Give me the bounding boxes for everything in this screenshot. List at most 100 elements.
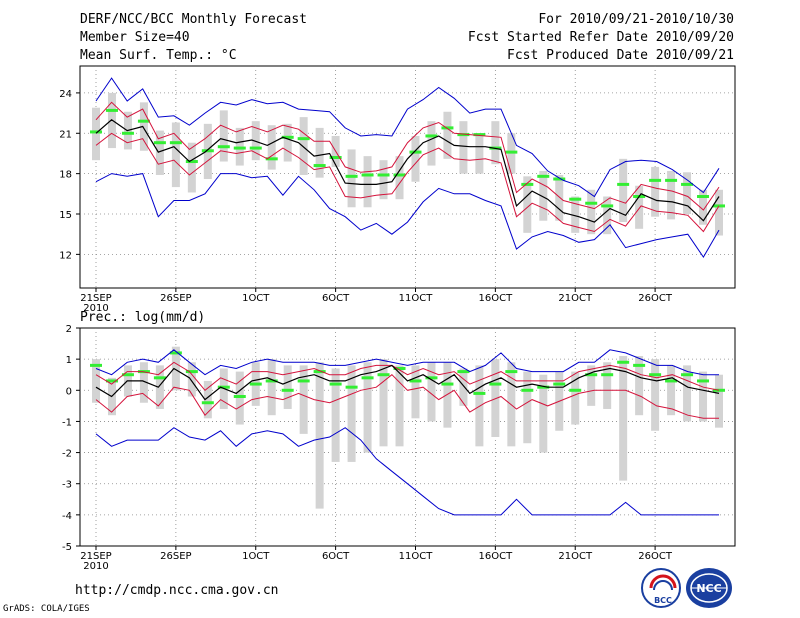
y-tick-label: 24: [59, 89, 72, 100]
spread-box: [379, 160, 388, 200]
spread-box: [587, 365, 596, 406]
median-marker: [105, 108, 118, 112]
median-marker: [329, 382, 342, 386]
median-marker: [521, 388, 534, 392]
median-marker: [265, 157, 278, 161]
spread-box: [155, 130, 164, 175]
spread-box: [331, 368, 340, 462]
spread-box: [315, 127, 324, 178]
spread-box: [267, 359, 276, 416]
median-marker: [537, 174, 550, 178]
median-marker: [121, 131, 134, 135]
median-marker: [345, 174, 358, 178]
spread-box: [427, 362, 436, 422]
max-envelope-line: [95, 349, 719, 376]
median-marker: [633, 363, 646, 367]
median-marker: [393, 173, 406, 177]
spread-box: [491, 121, 500, 165]
median-marker: [185, 370, 198, 374]
grads-credit: GrADS: COLA/IGES: [3, 604, 90, 614]
spread-box: [635, 356, 644, 416]
median-marker: [681, 182, 694, 186]
x-tick-label: 1OCT: [242, 551, 270, 562]
bcc-logo: BCC: [641, 568, 681, 608]
spread-box: [299, 117, 308, 175]
x-tick-label: 11OCT: [399, 551, 434, 562]
spread-box: [155, 365, 164, 409]
spread-box: [651, 359, 660, 431]
spread-box: [539, 170, 548, 221]
median-marker: [313, 164, 326, 168]
x-tick-sublabel: 2010: [83, 303, 108, 314]
spread-box: [139, 362, 148, 403]
median-marker: [457, 133, 470, 137]
x-tick-label: 26OCT: [638, 293, 673, 304]
spread-box: [219, 110, 228, 162]
spread-box: [379, 359, 388, 447]
y-tick-label: 15: [59, 210, 72, 221]
median-marker: [473, 133, 486, 137]
spread-box: [651, 166, 660, 217]
spread-box: [619, 158, 628, 223]
median-marker: [585, 373, 598, 377]
median-marker: [649, 373, 662, 377]
median-marker: [217, 385, 230, 389]
median-marker: [665, 379, 678, 383]
median-marker: [233, 395, 246, 399]
median-marker: [569, 197, 582, 201]
forecast-period: For 2010/09/21-2010/10/30: [538, 12, 734, 27]
spread-box: [187, 362, 196, 397]
upper-std-line: [95, 361, 720, 391]
spread-box: [603, 196, 612, 235]
y-tick-label: -5: [62, 542, 72, 553]
median-marker: [201, 401, 214, 405]
source-url[interactable]: http://cmdp.ncc.cma.gov.cn: [75, 583, 279, 598]
spread-box: [667, 365, 676, 416]
median-marker: [153, 376, 166, 380]
y-tick-label: 18: [59, 170, 72, 181]
spread-box: [187, 142, 196, 193]
median-marker: [249, 146, 262, 150]
median-marker: [90, 130, 102, 134]
median-marker: [553, 382, 566, 386]
spread-box: [347, 365, 356, 462]
y-tick-label: -4: [62, 511, 72, 522]
ensemble-mean-line: [95, 364, 720, 401]
median-marker: [345, 385, 358, 389]
x-tick-label: 26OCT: [638, 551, 673, 562]
median-marker: [121, 373, 134, 377]
temp-axis-title: Mean Surf. Temp.: °C: [80, 48, 237, 63]
median-marker: [313, 370, 326, 374]
y-tick-label: 0: [66, 386, 72, 397]
spread-box: [475, 133, 484, 174]
x-tick-label: 21OCT: [558, 293, 593, 304]
spread-box: [667, 170, 676, 220]
x-tick-label: 11OCT: [399, 293, 434, 304]
spread-box: [459, 121, 468, 174]
spread-box: [427, 121, 436, 166]
y-tick-label: -3: [62, 480, 72, 491]
median-marker: [697, 195, 710, 199]
spread-box: [555, 174, 564, 221]
fcst-produced-date: Fcst Produced Date 2010/09/21: [507, 48, 734, 63]
spread-box: [571, 371, 580, 425]
spread-box: [683, 365, 692, 422]
median-marker: [233, 146, 246, 150]
median-marker: [329, 155, 342, 159]
spread-box: [699, 189, 708, 225]
median-marker: [697, 379, 710, 383]
median-marker: [505, 150, 518, 154]
spread-box: [347, 149, 356, 208]
median-marker: [537, 385, 550, 389]
median-marker: [409, 150, 422, 154]
member-size: Member Size=40: [80, 30, 190, 45]
spread-box: [363, 156, 372, 208]
ensemble-mean-line: [95, 119, 720, 223]
spread-box: [539, 374, 548, 453]
spread-box: [571, 196, 580, 233]
median-marker: [393, 366, 406, 370]
median-marker: [681, 373, 694, 377]
spread-box: [715, 374, 723, 428]
